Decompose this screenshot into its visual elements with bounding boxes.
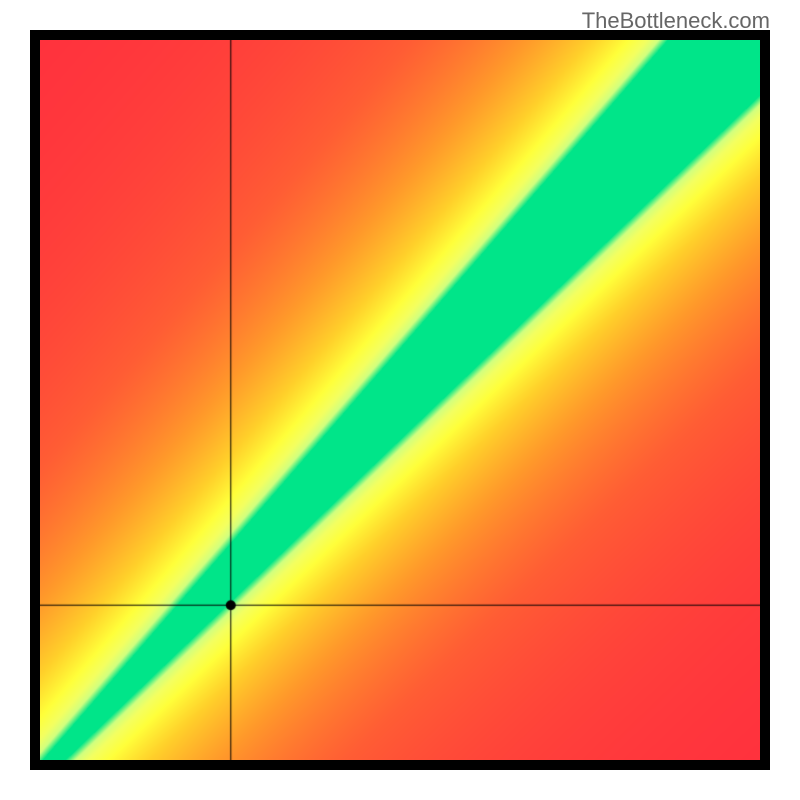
heatmap-canvas xyxy=(30,30,770,770)
chart-border-bottom xyxy=(30,760,770,770)
chart-frame xyxy=(30,30,770,770)
watermark-text: TheBottleneck.com xyxy=(582,8,770,34)
chart-border-right xyxy=(760,30,770,770)
chart-border-left xyxy=(30,30,40,770)
